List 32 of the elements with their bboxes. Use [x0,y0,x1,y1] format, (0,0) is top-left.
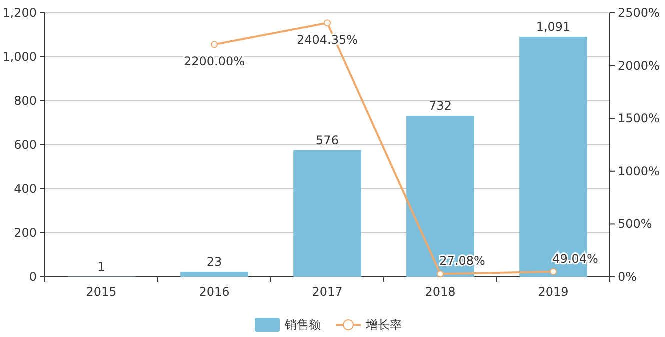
legend-label: 销售额 [284,318,321,332]
x-tick-label: 2018 [425,285,456,299]
x-tick-label: 2019 [538,285,569,299]
y-tick-label: 200 [14,226,37,240]
y2-tick-label: 2000% [618,58,660,73]
y-tick-label: 0 [29,270,37,284]
x-tick-label: 2017 [312,285,343,299]
point [550,268,557,276]
data-label: 1,091 [536,20,571,34]
data-label: 23 [206,254,222,269]
y-tick-label: 800 [14,94,37,108]
data-label: 1 [98,260,106,274]
y2-tick-label: 0% [618,270,638,284]
x-tick-label: 2015 [86,285,117,299]
bar [294,150,362,277]
bar [180,272,248,277]
x-tick-label: 2016 [199,285,230,299]
data-label: 732 [429,98,452,113]
y-tick-label: 600 [14,138,37,152]
y-tick-label: 1,200 [2,6,37,20]
data-label: 576 [316,133,339,148]
y2-tick-label: 2500% [618,6,660,20]
y-tick-label: 400 [14,182,37,196]
point [211,41,218,48]
data-label: 2200.00% [184,54,246,69]
y-tick-label: 1,000 [2,50,37,64]
y2-tick-label: 1000% [618,164,660,178]
legend-label: 增长率 [365,318,402,332]
point [324,20,331,27]
point [437,270,444,278]
y2-tick-label: 1500% [618,112,660,126]
y2-tick-label: 500% [618,217,652,232]
